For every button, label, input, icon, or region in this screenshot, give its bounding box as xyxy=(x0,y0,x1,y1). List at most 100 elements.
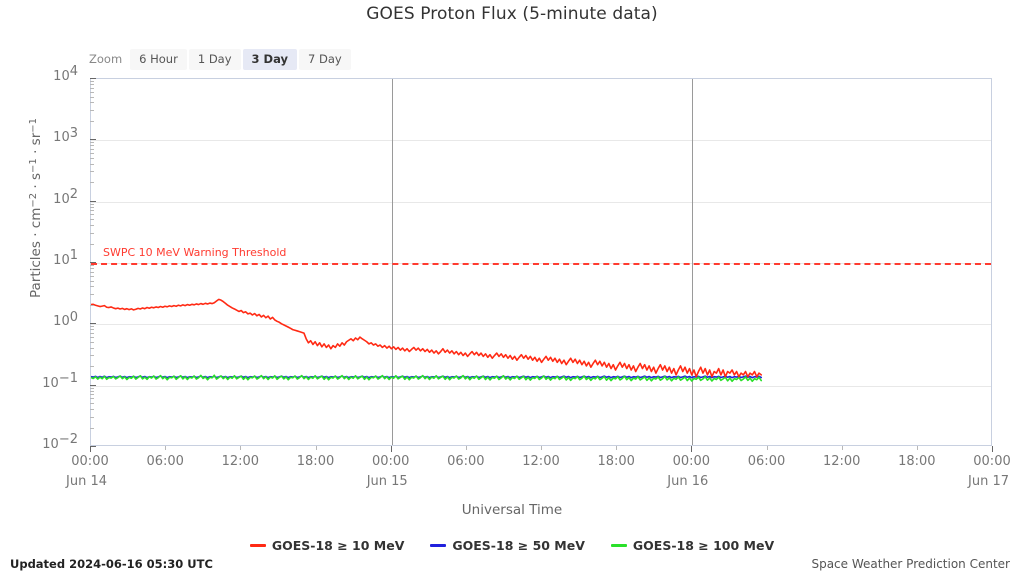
x-axis-tick-mark xyxy=(240,446,242,450)
y-axis-minor-tick xyxy=(90,120,94,122)
y-axis-minor-tick xyxy=(90,210,94,212)
y-axis-title: Particles · cm−2 · s−1 · sr−1 xyxy=(27,118,45,299)
y-axis-minor-tick xyxy=(90,394,94,396)
x-axis-tick-label: 00:00 xyxy=(71,454,109,469)
y-axis-tick-label: 10−2 xyxy=(42,432,78,452)
zoom-button-3-day[interactable]: 3 Day xyxy=(242,48,297,70)
y-axis-minor-tick xyxy=(90,102,94,104)
x-axis-tick-mark xyxy=(90,446,91,452)
y-axis-minor-tick xyxy=(90,275,94,277)
x-axis-tick-mark xyxy=(616,446,618,450)
x-axis-tick-mark xyxy=(465,446,467,450)
x-axis-date-label: Jun 17 xyxy=(968,474,1009,489)
y-axis-minor-tick xyxy=(90,355,94,357)
y-axis-minor-tick xyxy=(90,214,94,216)
x-axis-tick-label: 12:00 xyxy=(221,454,260,469)
x-axis-tick-mark xyxy=(691,446,693,452)
x-axis-tick-mark xyxy=(992,446,993,452)
y-axis-minor-tick xyxy=(90,110,94,112)
y-axis-minor-tick xyxy=(90,280,94,282)
y-axis-tick-label: 101 xyxy=(53,248,78,268)
y-axis-minor-tick xyxy=(90,326,94,328)
legend: GOES-18 ≥ 10 MeV GOES-18 ≥ 50 MeV GOES-1… xyxy=(0,538,1024,553)
y-axis-minor-tick xyxy=(90,271,94,273)
legend-swatch-50mev xyxy=(430,544,447,547)
x-axis-tick-label: 18:00 xyxy=(296,454,335,469)
updated-timestamp: Updated 2024-06-16 05:30 UTC xyxy=(10,557,213,571)
y-axis-minor-tick xyxy=(90,398,94,400)
legend-item-10mev[interactable]: GOES-18 ≥ 10 MeV xyxy=(249,538,405,553)
y-axis-minor-tick xyxy=(90,163,94,165)
x-axis-date-label: Jun 14 xyxy=(66,474,107,489)
y-axis-minor-tick xyxy=(90,232,94,234)
x-axis-tick-mark xyxy=(390,446,392,452)
y-axis-tick-label: 102 xyxy=(53,187,78,207)
y-axis-minor-tick xyxy=(90,390,94,392)
y-axis-minor-tick xyxy=(90,83,94,85)
day-boundary-line xyxy=(391,79,393,445)
y-axis-minor-tick xyxy=(90,329,94,331)
warning-threshold-line xyxy=(91,263,991,265)
legend-label-100mev: GOES-18 ≥ 100 MeV xyxy=(632,538,775,553)
x-axis-tick-mark xyxy=(916,446,918,450)
y-axis-minor-tick xyxy=(90,152,94,154)
y-axis-minor-tick xyxy=(90,87,94,89)
y-axis-minor-tick xyxy=(90,387,94,389)
x-axis-tick-mark xyxy=(541,446,542,450)
legend-item-50mev[interactable]: GOES-18 ≥ 50 MeV xyxy=(430,538,585,553)
zoom-button-7-day[interactable]: 7 Day xyxy=(299,48,351,70)
y-axis-minor-tick xyxy=(90,142,94,144)
y-axis-minor-tick xyxy=(90,366,94,368)
y-axis-minor-tick xyxy=(90,336,94,338)
zoom-button-1-day[interactable]: 1 Day xyxy=(188,48,241,70)
x-axis-tick-label: 00:00 xyxy=(672,454,711,469)
x-axis-tick-label: 06:00 xyxy=(146,454,184,469)
y-axis-minor-tick xyxy=(90,427,94,429)
legend-label-10mev: GOES-18 ≥ 10 MeV xyxy=(271,538,405,553)
x-axis-tick-label: 06:00 xyxy=(447,454,485,469)
y-axis-minor-tick xyxy=(90,304,94,306)
y-axis-minor-tick xyxy=(90,403,94,405)
y-axis-tick-mark xyxy=(90,446,96,447)
source-credit: Space Weather Prediction Center xyxy=(811,557,1010,571)
y-axis-minor-tick xyxy=(90,203,94,205)
x-axis-tick-label: 00:00 xyxy=(371,454,410,469)
data-series-group xyxy=(91,298,763,383)
y-axis-minor-tick xyxy=(90,294,94,296)
y-axis-minor-tick xyxy=(90,219,94,221)
y-axis-minor-tick xyxy=(90,148,94,150)
y-axis-minor-tick xyxy=(90,157,94,159)
y-axis-minor-tick xyxy=(90,225,94,227)
y-axis-tick-mark xyxy=(90,262,96,263)
day-boundary-line xyxy=(692,79,694,445)
legend-item-100mev[interactable]: GOES-18 ≥ 100 MeV xyxy=(610,538,775,553)
x-axis-date-label: Jun 15 xyxy=(366,474,408,489)
x-axis-tick-label: 12:00 xyxy=(522,454,560,469)
y-axis-minor-tick xyxy=(90,286,94,288)
x-axis-tick-label: 12:00 xyxy=(822,454,861,469)
series-line xyxy=(91,298,763,378)
legend-label-50mev: GOES-18 ≥ 50 MeV xyxy=(452,538,585,553)
y-axis-minor-tick xyxy=(90,267,94,269)
gridline-0 xyxy=(91,324,991,326)
zoom-button-6-hour[interactable]: 6 Hour xyxy=(130,48,187,70)
y-axis-minor-tick xyxy=(90,243,94,245)
y-axis-minor-tick xyxy=(90,206,94,208)
y-axis-minor-tick xyxy=(90,80,94,82)
y-axis-tick-label: 104 xyxy=(53,64,78,84)
gridline--1 xyxy=(91,385,991,387)
x-axis-tick-mark xyxy=(841,446,843,450)
x-axis-tick-mark xyxy=(766,446,768,450)
gridline-3 xyxy=(91,140,991,142)
x-axis-tick-label: 18:00 xyxy=(597,454,635,469)
zoom-selector-label: Zoom xyxy=(89,52,123,66)
y-axis-minor-tick xyxy=(90,91,94,93)
gridline-2 xyxy=(91,201,991,203)
y-axis-tick-label: 100 xyxy=(53,309,78,330)
y-axis-tick-label: 103 xyxy=(53,125,78,146)
x-axis-tick-mark xyxy=(315,446,317,450)
x-axis-tick-label: 06:00 xyxy=(747,454,786,469)
y-axis-tick-mark xyxy=(90,384,96,386)
plot-area[interactable]: SWPC 10 MeV Warning Threshold xyxy=(90,78,992,446)
legend-swatch-100mev xyxy=(610,544,627,547)
